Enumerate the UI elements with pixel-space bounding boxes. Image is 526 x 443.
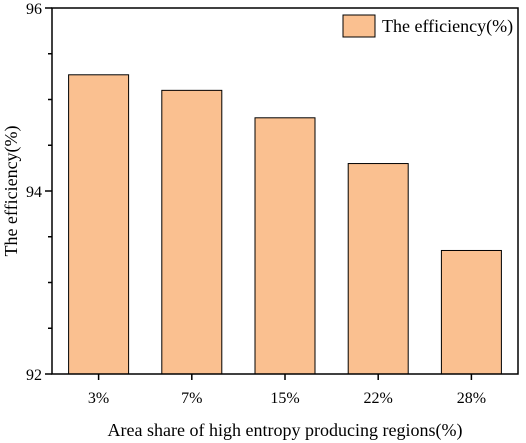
bars-group	[68, 74, 502, 375]
x-tick-label: 15%	[270, 390, 299, 407]
legend-label: The efficiency(%)	[382, 16, 513, 37]
x-tick-label: 7%	[181, 390, 202, 407]
bar-3pct	[68, 74, 130, 375]
x-tick-label: 28%	[457, 390, 486, 407]
bar-15pct	[254, 117, 316, 375]
x-axis-title: Area share of high entropy producing reg…	[108, 420, 463, 441]
bar-28pct	[440, 249, 502, 375]
y-tick-label: 94	[26, 184, 42, 201]
x-axis: 3% 7% 15% 22% 28%	[88, 374, 486, 407]
legend: The efficiency(%)	[342, 14, 513, 38]
x-tick-label: 3%	[88, 390, 109, 407]
y-axis: 92 94 96	[26, 1, 52, 384]
x-tick-label: 22%	[364, 390, 393, 407]
legend-swatch	[342, 14, 376, 38]
y-axis-title: The efficiency(%)	[1, 125, 22, 256]
bar-22pct	[347, 163, 409, 375]
bar-7pct	[161, 89, 223, 375]
y-tick-label: 96	[26, 1, 42, 18]
y-tick-label: 92	[26, 367, 42, 384]
